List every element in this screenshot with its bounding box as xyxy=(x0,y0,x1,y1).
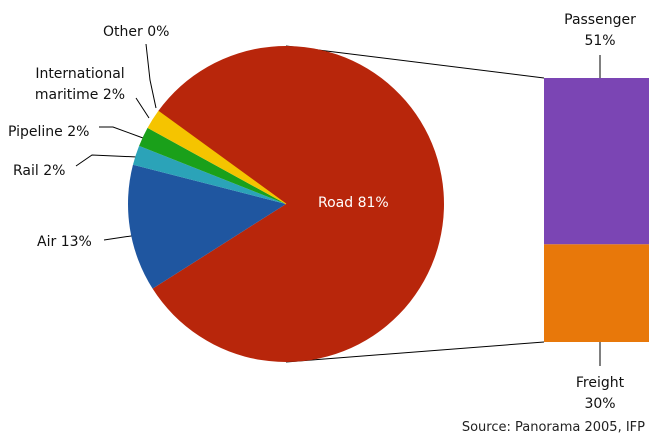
label-name: Air xyxy=(37,234,57,250)
bar-segment xyxy=(544,78,649,245)
pie-slice xyxy=(132,145,286,204)
label-value: 2% xyxy=(43,163,66,179)
slice-label: Road 81% xyxy=(318,193,389,214)
label-name: International maritime xyxy=(34,66,125,103)
label-value: 51% xyxy=(584,33,616,49)
label-name: Road xyxy=(318,195,354,211)
leader-line xyxy=(75,154,138,167)
source: Source: Panorama 2005, IFP xyxy=(461,420,645,435)
slice-label: Air 13% xyxy=(37,232,92,253)
label-name: Passenger xyxy=(564,12,636,28)
slice-label: Pipeline 2% xyxy=(8,122,89,143)
label-name: Pipeline xyxy=(8,124,63,140)
label-value: 0% xyxy=(147,24,170,40)
label-value: 30% xyxy=(584,396,616,412)
label-name: Freight xyxy=(575,375,625,391)
leader-line xyxy=(135,97,150,119)
label-value: 13% xyxy=(60,234,92,250)
label-name: Other xyxy=(103,24,143,40)
pie-slice xyxy=(139,127,286,204)
bar-label: Freight 30% xyxy=(545,373,649,415)
bar-segment xyxy=(544,244,649,342)
pie-slice xyxy=(157,110,287,205)
slice-label: International maritime 2% xyxy=(25,64,135,106)
leader-line xyxy=(145,43,157,109)
label-value: 81% xyxy=(357,195,389,211)
slice-label: Rail 2% xyxy=(13,161,65,182)
label-value: 2% xyxy=(102,87,126,103)
label-value: 2% xyxy=(67,124,90,140)
label-name: Rail xyxy=(13,163,39,179)
connector xyxy=(285,45,545,79)
bar-label: Passenger 51% xyxy=(545,10,649,52)
connector xyxy=(285,341,545,363)
pie-slice xyxy=(147,111,286,204)
pie-slice xyxy=(128,164,286,289)
slice-label: Other 0% xyxy=(103,22,169,43)
pie-slice xyxy=(152,46,444,362)
leader-line xyxy=(99,126,144,139)
